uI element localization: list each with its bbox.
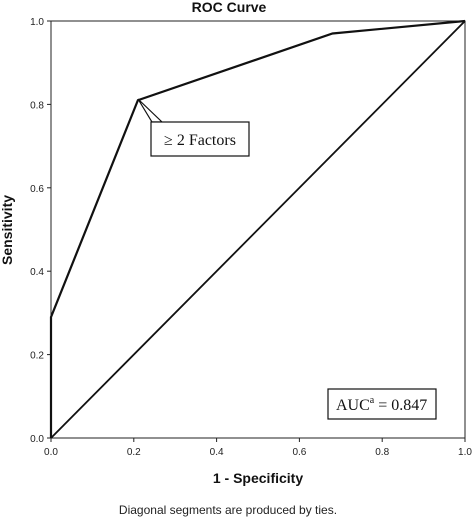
annotation-callout: ≥ 2 Factors [137, 98, 250, 157]
x-tick-label: 0.4 [210, 447, 224, 458]
y-tick-label: 1.0 [30, 17, 44, 28]
x-tick-label: 0.0 [44, 447, 58, 458]
y-tick-label: 0.8 [30, 100, 44, 111]
auc-text: AUCa = 0.847 [336, 395, 427, 414]
auc-value: = 0.847 [378, 397, 427, 414]
x-axis-label: 1 - Specificity [213, 470, 303, 486]
roc-curve-line [49, 19, 466, 438]
y-axis-label: Sensitivity [0, 195, 15, 265]
annotation-arrow [137, 98, 164, 123]
axes: 0.0 0.2 0.4 0.6 0.8 1.0 0.0 0.2 0.4 0.6 0.8 1.0 [30, 17, 472, 458]
x-tick-label: 0.8 [375, 447, 389, 458]
x-tick-label: 0.2 [127, 447, 141, 458]
reference-diagonal-line [50, 20, 466, 439]
auc-frame [327, 388, 437, 420]
series-layer [49, 19, 466, 439]
y-tick-label: 0.0 [30, 434, 44, 445]
x-tick-label: 1.0 [458, 447, 472, 458]
y-tick-label: 0.4 [30, 267, 44, 278]
auc-label: AUC [336, 397, 370, 414]
chart-title: ROC Curve [192, 0, 267, 15]
auc-superscript: a [370, 395, 375, 406]
plot-frame [50, 20, 466, 439]
chart-footnote: Diagonal segments are produced by ties. [119, 503, 337, 517]
annotation-label: ≥ 2 Factors [164, 132, 236, 149]
annotation-box [150, 121, 250, 157]
auc-box: AUCa = 0.847 [327, 388, 437, 420]
x-tick-label: 0.6 [292, 447, 306, 458]
y-tick-label: 0.6 [30, 184, 44, 195]
y-tick-label: 0.2 [30, 351, 44, 362]
